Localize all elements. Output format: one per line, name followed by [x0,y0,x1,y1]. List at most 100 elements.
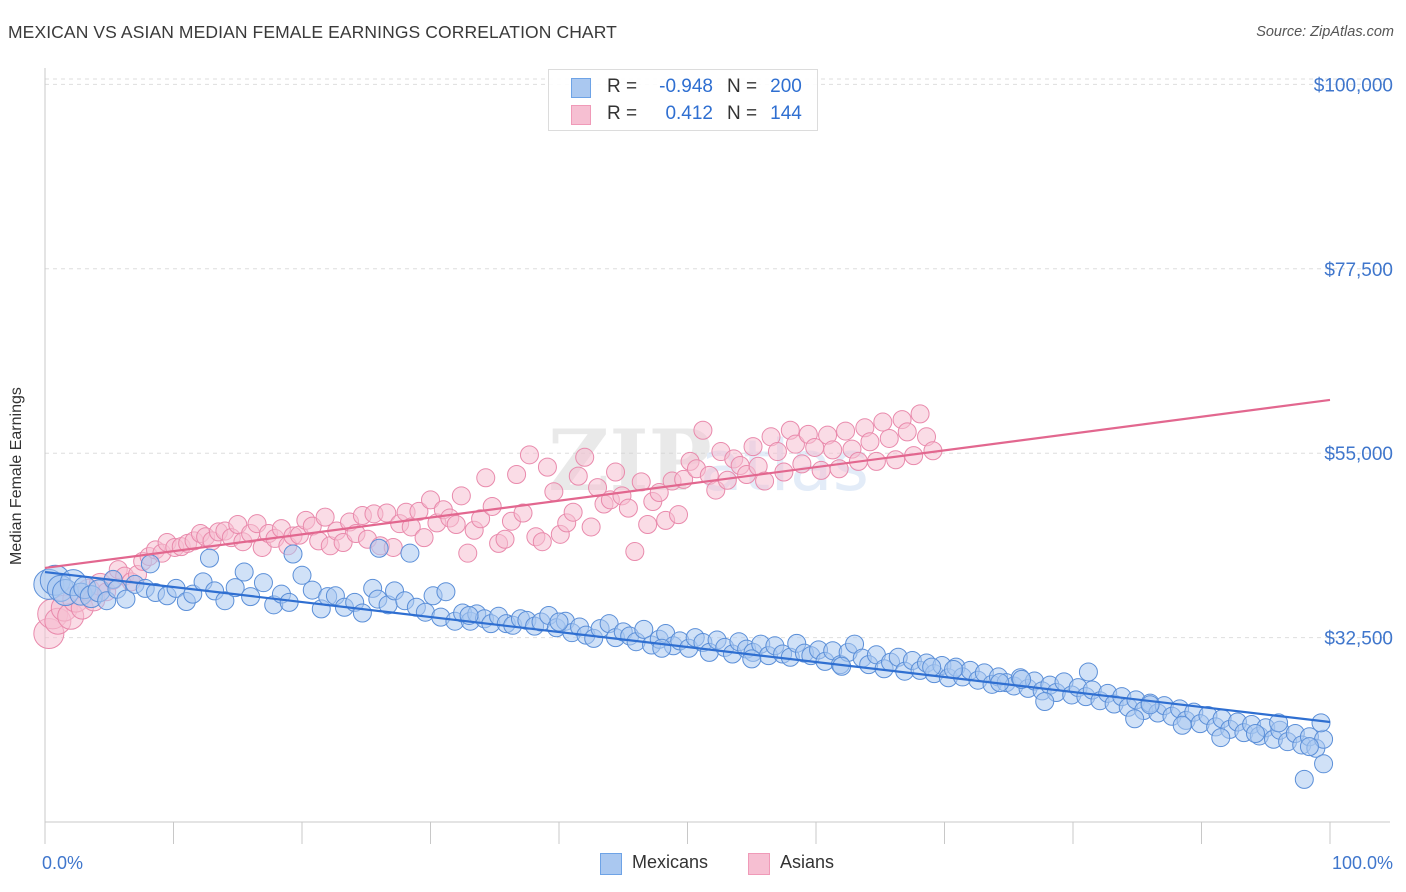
asians-point [823,440,843,460]
mexicans-point [652,638,672,658]
asians-point [458,543,478,563]
mexicans-point [292,565,312,585]
asians-point [910,404,930,424]
legend-r-value: -0.948 [659,76,713,97]
y-tick-label: $32,500 [1324,629,1393,650]
mexicans-trend-line [44,570,1331,724]
asians-point [767,442,787,462]
asians-points [33,404,943,649]
mexicans-point [369,538,389,558]
mexicans-point [742,649,762,669]
tick-labels: $32,500 $55,000 $77,500 $100,000 0.0% 100.0% [42,75,1393,873]
mexicans-point [1012,669,1032,689]
bottom-legend-swatch-asians [748,853,770,875]
legend-n-label: N = [727,76,758,97]
asians-point [886,450,906,470]
legend-n-label: N = [727,103,758,124]
y-tick-label: $55,000 [1324,444,1393,465]
mexicans-point [1245,723,1265,743]
asians-point [618,498,638,518]
legend-r-label: R = [607,76,638,97]
chart-title: MEXICAN VS ASIAN MEDIAN FEMALE EARNINGS … [8,22,617,42]
asians-point [421,490,440,510]
mexicans-point [215,591,235,611]
asians-point [544,482,564,502]
asians-point [811,460,831,480]
asians-point [414,528,434,548]
asians-point [409,501,429,521]
asians-point [519,445,539,465]
mexicans-point [1211,728,1231,748]
asians-point [638,514,658,534]
asians-point [568,466,588,486]
asians-point [897,422,917,442]
mexicans-point [1299,737,1319,757]
mexicans-point [943,660,963,680]
asians-trend-line [44,398,1331,570]
legend-r-label: R = [607,103,638,124]
mexicans-point [253,573,273,593]
mexicans-point [1035,692,1055,712]
asians-point [401,517,421,537]
asians-point [873,412,893,432]
mexicans-point [352,603,372,623]
source-credit: Source: ZipAtlas.com [1256,24,1394,40]
asians-point [315,507,335,527]
mexicans-point [549,612,569,632]
legend-n-value: 200 [770,76,802,97]
mexicans-point [634,619,654,639]
y-tick-label: $77,500 [1324,260,1393,281]
mexicans-point [1078,662,1098,682]
gridlines [45,78,1390,639]
mexicans-point [436,582,456,602]
mexicans-point [199,548,219,568]
correlation-legend: R = -0.948 N = 200 R = 0.412 N = 144 [548,69,818,131]
mexicans-point [922,657,942,677]
mexicans-point [1311,713,1331,733]
mexicans-points [33,538,1334,789]
asians-point [482,496,502,516]
asians-point [581,517,601,537]
asians-point [693,420,713,440]
asians-point [532,532,552,552]
mexicans-point [283,544,303,564]
asians-point [836,421,856,441]
legend-n-value: 144 [770,103,802,124]
asians-point [495,529,515,549]
x-tick-label-max: 100.0% [1332,853,1393,873]
mexicans-point [1172,715,1192,735]
asians-point [377,503,397,523]
asians-point [606,462,626,482]
mexicans-point [1140,695,1160,715]
asians-point [471,509,491,529]
asians-point [451,486,471,506]
bottom-legend-swatch-mexicans [600,853,622,875]
mexicans-point [1269,713,1289,733]
asians-point [625,542,645,562]
asians-point [507,465,527,485]
y-tick-label: $100,000 [1314,75,1393,96]
mexicans-point [400,543,420,563]
axes [44,68,1390,844]
x-tick-label-min: 0.0% [42,853,83,873]
asians-point [879,428,899,448]
asians-point [513,503,533,523]
mexicans-point [1314,754,1334,774]
asians-point [669,505,689,525]
asians-point [743,437,763,457]
asians-point [860,432,880,452]
mexicans-point [225,578,245,598]
trend-lines [44,398,1331,724]
asians-point [755,471,775,491]
legend-swatch-mexicans [571,78,591,98]
mexicans-point [1125,709,1145,729]
legend-r-value: 0.412 [665,103,713,124]
asians-point [446,514,466,534]
mexicans-point [234,562,254,582]
asians-point [476,468,496,488]
mexicans-point [116,589,136,609]
asians-point [866,451,886,471]
asians-point [537,457,557,477]
asians-point [785,434,805,454]
